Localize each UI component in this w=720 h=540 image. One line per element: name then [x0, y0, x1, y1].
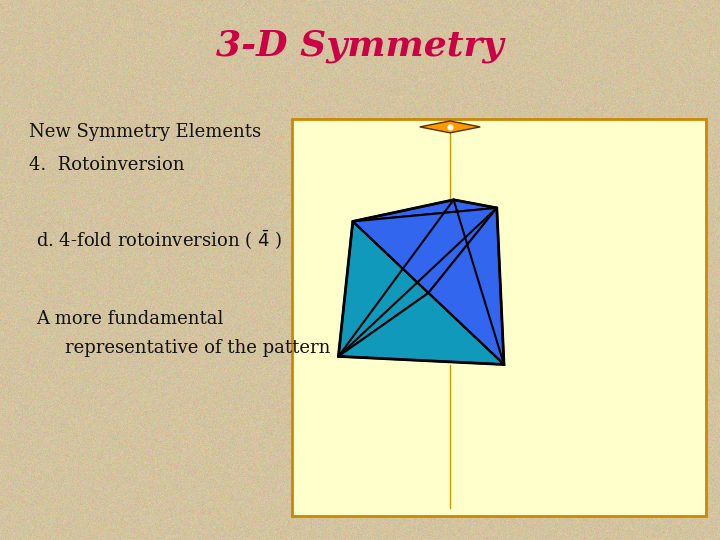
- Text: New Symmetry Elements: New Symmetry Elements: [29, 123, 261, 141]
- Polygon shape: [420, 121, 480, 133]
- Text: d. 4-fold rotoinversion ( $\bar{4}$ ): d. 4-fold rotoinversion ( $\bar{4}$ ): [36, 228, 282, 252]
- Polygon shape: [338, 293, 504, 364]
- Text: A more fundamental: A more fundamental: [36, 309, 223, 328]
- Polygon shape: [338, 221, 428, 356]
- Text: representative of the pattern: representative of the pattern: [65, 339, 330, 357]
- Polygon shape: [428, 208, 504, 364]
- Polygon shape: [353, 208, 497, 293]
- Text: 3-D Symmetry: 3-D Symmetry: [216, 29, 504, 63]
- Bar: [292, 119, 706, 516]
- Text: 4.  Rotoinversion: 4. Rotoinversion: [29, 156, 184, 174]
- Polygon shape: [353, 200, 497, 221]
